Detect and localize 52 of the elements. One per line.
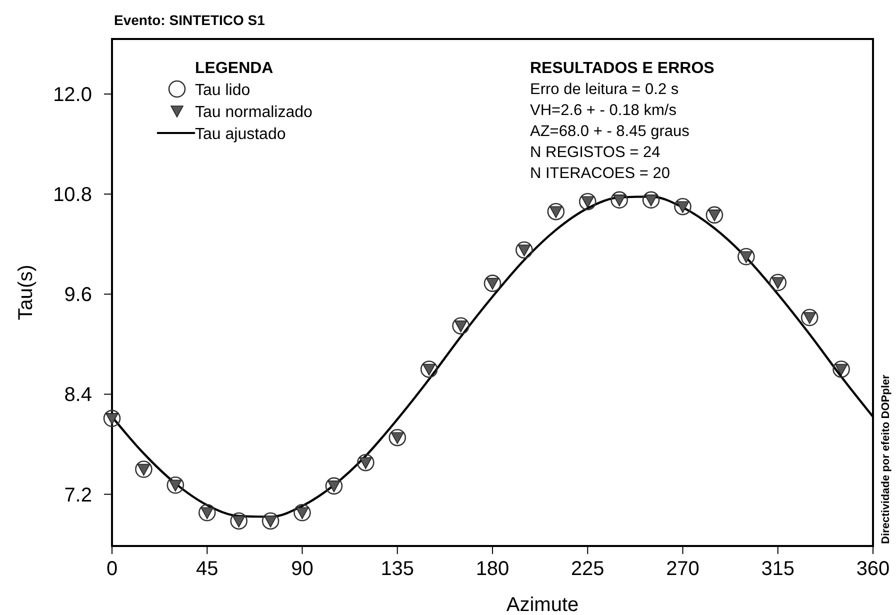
point [103,410,121,428]
point [420,360,438,378]
x-tick-label: 0 [106,558,118,580]
point [388,428,406,446]
x-tick-label: 180 [476,558,510,580]
y-tick-label: 12.0 [53,84,92,106]
chart-title: Evento: SINTETICO S1 [114,12,266,28]
point [484,274,502,292]
point [610,191,628,209]
point [832,360,850,378]
x-tick-label: 315 [761,558,795,580]
point [642,191,660,209]
x-axis-title: Azimute [506,594,579,615]
point [198,504,216,522]
y-tick-label: 7.2 [64,484,92,506]
point [325,477,343,495]
x-tick-label: 270 [666,558,700,580]
point [230,512,248,530]
point [769,274,787,292]
point [452,317,470,335]
y-axis-title: Tau(s) [15,264,37,320]
point [706,206,724,224]
legend-label: Tau normalizado [195,104,312,121]
point [357,454,374,472]
annotation: VH=2.6 + - 0.18 km/s [530,102,677,119]
point [135,460,152,478]
y-tick-label: 8.4 [64,384,92,406]
x-tick-label: 135 [380,558,414,580]
point [800,308,818,326]
point [516,241,533,259]
annotation: AZ=68.0 + - 8.45 graus [530,123,690,140]
point [578,192,596,210]
legend-label: Tau ajustado [195,126,286,143]
annotation: N ITERACOES = 20 [530,165,670,182]
point [294,504,311,522]
y-tick-label: 9.6 [64,284,92,306]
text: Directividade por efeito DOPpler [880,374,892,544]
annotation: N REGISTOS = 24 [530,144,661,161]
annotation: Erro de leitura = 0.2 s [530,81,679,98]
annotation: RESULTADOS E ERROS [530,60,715,77]
x-tick-label: 360 [856,558,890,580]
point [166,476,184,494]
y-tick-label: 10.8 [53,184,92,206]
point [547,202,565,220]
point [674,198,692,216]
x-tick-label: 90 [291,558,314,580]
point [738,248,755,266]
x-tick-label: 45 [196,558,218,580]
x-tick-label: 225 [570,558,604,580]
legend-title: LEGENDA [195,60,274,77]
legend-label: Tau lido [195,82,250,99]
point [262,512,280,530]
